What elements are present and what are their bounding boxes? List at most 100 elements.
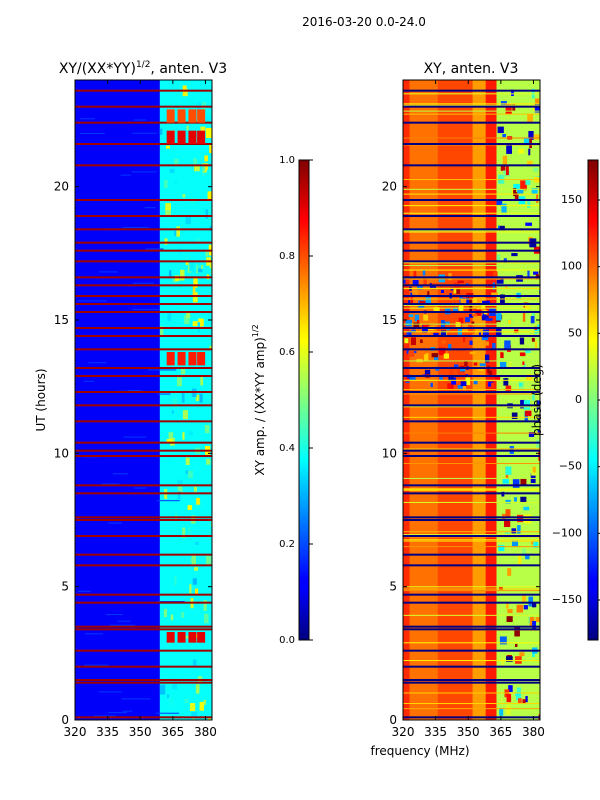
texture-streak (462, 383, 467, 391)
texture-streak (452, 307, 459, 313)
texture-streak (159, 128, 163, 135)
texture-streak (117, 620, 131, 622)
right-plot-frame (402, 79, 541, 721)
left-flagged-rows (75, 89, 212, 719)
right-colorbar: −150 −100 −50 0 50 100 150 phase (deg) (530, 159, 600, 641)
left-plot-frame (74, 79, 213, 721)
texture-streak (403, 193, 540, 195)
texture-streak (460, 299, 467, 304)
flagged-row-12 (75, 519, 212, 521)
texture-streak (199, 393, 203, 403)
flagged-row-35 (403, 228, 540, 231)
left-colorbar-label: XY amp. / (XX*YY amp)1/2 (251, 324, 267, 475)
texture-streak (409, 376, 416, 381)
texture-streak (496, 277, 504, 284)
texture-streak (512, 479, 520, 488)
texture-streak (403, 262, 540, 264)
texture-streak (199, 318, 202, 328)
texture-streak (516, 604, 524, 613)
texture-streak (99, 271, 118, 273)
texture-streak (422, 270, 426, 276)
texture-streak (83, 380, 95, 382)
texture-streak (481, 335, 489, 341)
hot-block-2-2 (188, 130, 197, 144)
texture-streak (164, 180, 168, 189)
flagged-row-10 (403, 553, 540, 556)
texture-streak (403, 360, 540, 362)
texture-streak (403, 534, 540, 536)
texture-streak (411, 329, 416, 333)
texture-streak (132, 308, 159, 310)
left-title-sup: 1/2 (136, 60, 150, 70)
texture-streak (518, 382, 523, 387)
texture-streak (403, 489, 540, 491)
colorbar-tick-label: −150 (552, 593, 582, 606)
texture-streak (88, 362, 107, 364)
texture-streak (472, 307, 477, 311)
texture-streak (534, 327, 538, 334)
texture-streak (506, 603, 509, 609)
texture-streak (189, 584, 192, 594)
texture-streak (469, 313, 474, 318)
texture-streak (77, 590, 91, 592)
flagged-row-33 (75, 249, 212, 252)
texture-streak (463, 373, 466, 377)
texture-streak (519, 652, 525, 657)
flagged-row-32 (403, 260, 540, 263)
texture-streak (536, 194, 539, 203)
texture-streak (198, 268, 203, 273)
texture-streak (205, 209, 209, 219)
texture-streak (453, 288, 461, 295)
texture-streak (479, 363, 486, 367)
hot-block-2-1 (177, 130, 186, 144)
texture-streak (202, 164, 206, 172)
texture-streak (109, 624, 136, 626)
texture-streak (403, 269, 540, 271)
texture-streak (523, 605, 528, 610)
flagged-row-15 (75, 484, 212, 487)
y-tick-label: 15 (54, 313, 69, 327)
texture-streak (524, 303, 530, 310)
flagged-row-29 (403, 295, 540, 297)
texture-streak (404, 338, 409, 344)
texture-streak (122, 710, 133, 712)
texture-streak (485, 318, 493, 321)
texture-streak (203, 613, 209, 624)
texture-streak (525, 179, 531, 185)
texture-streak (463, 336, 466, 343)
texture-streak (431, 283, 439, 286)
flagged-row-35 (75, 228, 212, 231)
texture-streak (455, 321, 461, 328)
texture-streak (165, 145, 170, 149)
texture-streak (177, 484, 183, 495)
texture-streak (84, 633, 104, 635)
texture-streak (132, 282, 155, 284)
texture-streak (168, 696, 174, 706)
y-tick-label: 5 (61, 580, 69, 594)
heatmap-band-2 (437, 80, 474, 720)
texture-streak (201, 264, 204, 269)
texture-streak (517, 525, 521, 534)
texture-streak (507, 609, 513, 614)
texture-streak (533, 134, 540, 140)
flagged-row-13 (75, 516, 212, 519)
texture-streak (425, 353, 429, 361)
texture-streak (506, 165, 509, 176)
texture-streak (522, 361, 525, 365)
hot-block-3-2 (188, 109, 197, 123)
texture-streak (205, 555, 212, 565)
texture-streak (106, 614, 123, 616)
y-tick-label: 10 (382, 446, 397, 460)
texture-streak (425, 296, 432, 304)
texture-streak (513, 188, 517, 197)
texture-streak (79, 132, 105, 134)
flagged-row-28 (75, 303, 212, 305)
texture-streak (440, 330, 447, 336)
left-hot-blocks (166, 109, 206, 643)
texture-streak (422, 323, 430, 328)
left-ylabel: UT (hours) (34, 368, 48, 431)
hot-block-0-3 (197, 632, 206, 643)
flagged-row-11 (75, 535, 212, 537)
texture-streak (403, 323, 540, 325)
